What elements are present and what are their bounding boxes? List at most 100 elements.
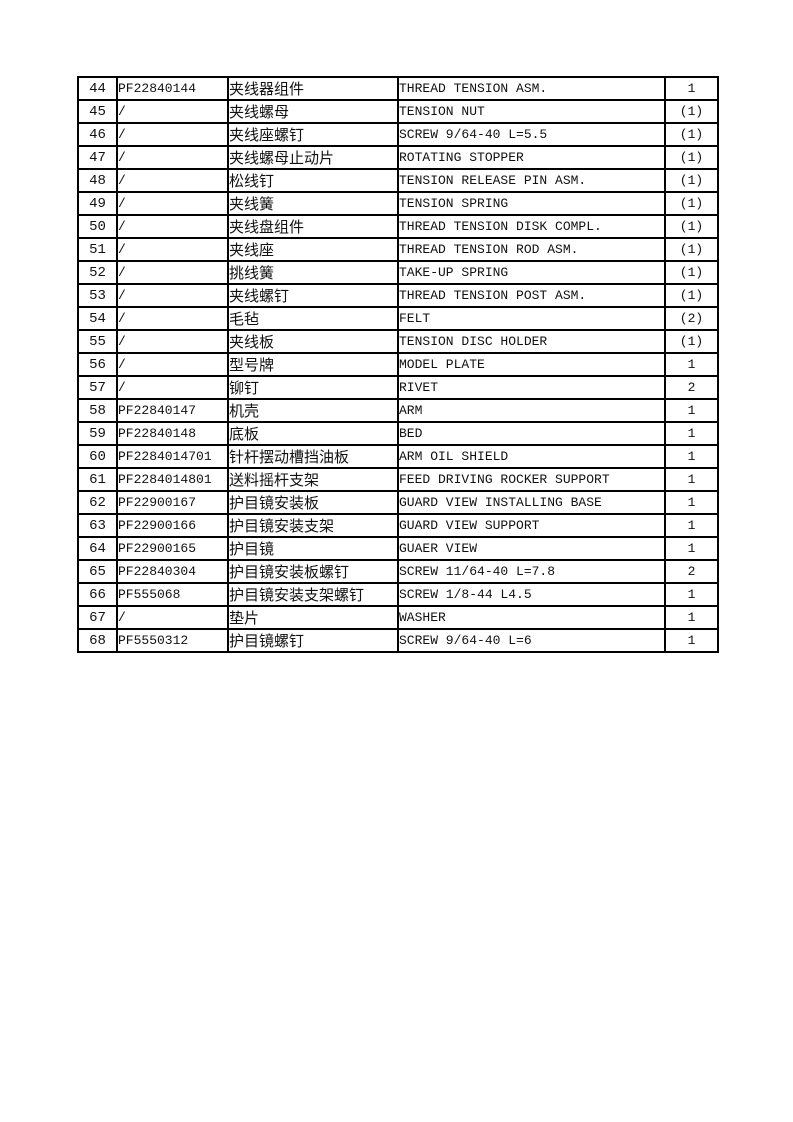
description-en-cell: GUARD VIEW SUPPORT	[397, 513, 666, 538]
quantity-cell: (1)	[664, 260, 719, 285]
description-cn-cell: 垫片	[227, 605, 399, 630]
quantity-cell: (1)	[664, 122, 719, 147]
description-cn-cell: 夹线座螺钉	[227, 122, 399, 147]
table-row: 58 PF22840147 机壳 ARM 1	[77, 398, 719, 423]
quantity-cell: 1	[664, 490, 719, 515]
part-number-cell: /	[116, 375, 229, 400]
quantity-cell: 2	[664, 559, 719, 584]
quantity-cell: (1)	[664, 283, 719, 308]
table-row: 62 PF22900167 护目镜安装板 GUARD VIEW INSTALLI…	[77, 490, 719, 515]
row-number-cell: 61	[77, 467, 118, 492]
quantity-cell: (1)	[664, 99, 719, 124]
description-en-cell: FELT	[397, 306, 666, 331]
quantity-cell: (1)	[664, 329, 719, 354]
description-en-cell: THREAD TENSION DISK COMPL.	[397, 214, 666, 239]
part-number-cell: /	[116, 214, 229, 239]
quantity-cell: 1	[664, 628, 719, 653]
table-row: 56 / 型号牌 MODEL PLATE 1	[77, 352, 719, 377]
table-row: 44 PF22840144 夹线器组件 THREAD TENSION ASM. …	[77, 76, 719, 101]
part-number-cell: /	[116, 191, 229, 216]
description-en-cell: ROTATING STOPPER	[397, 145, 666, 170]
description-cn-cell: 护目镜安装支架	[227, 513, 399, 538]
description-en-cell: TAKE-UP SPRING	[397, 260, 666, 285]
row-number-cell: 48	[77, 168, 118, 193]
quantity-cell: (1)	[664, 214, 719, 239]
row-number-cell: 54	[77, 306, 118, 331]
quantity-cell: (1)	[664, 237, 719, 262]
quantity-cell: 1	[664, 605, 719, 630]
table-row: 63 PF22900166 护目镜安装支架 GUARD VIEW SUPPORT…	[77, 513, 719, 538]
row-number-cell: 66	[77, 582, 118, 607]
quantity-cell: 1	[664, 467, 719, 492]
table-row: 48 / 松线钉 TENSION RELEASE PIN ASM. (1)	[77, 168, 719, 193]
row-number-cell: 59	[77, 421, 118, 446]
row-number-cell: 64	[77, 536, 118, 561]
table-row: 67 / 垫片 WASHER 1	[77, 605, 719, 630]
quantity-cell: 1	[664, 513, 719, 538]
row-number-cell: 50	[77, 214, 118, 239]
description-en-cell: GUAER VIEW	[397, 536, 666, 561]
row-number-cell: 58	[77, 398, 118, 423]
description-cn-cell: 夹线螺母止动片	[227, 145, 399, 170]
part-number-cell: /	[116, 329, 229, 354]
description-en-cell: SCREW 1/8-44 L4.5	[397, 582, 666, 607]
description-en-cell: TENSION NUT	[397, 99, 666, 124]
part-number-cell: /	[116, 145, 229, 170]
description-cn-cell: 铆钉	[227, 375, 399, 400]
table-row: 49 / 夹线簧 TENSION SPRING (1)	[77, 191, 719, 216]
row-number-cell: 45	[77, 99, 118, 124]
table-row: 60 PF2284014701 针杆摆动槽挡油板 ARM OIL SHIELD …	[77, 444, 719, 469]
description-cn-cell: 送料摇杆支架	[227, 467, 399, 492]
description-cn-cell: 底板	[227, 421, 399, 446]
part-number-cell: PF22900165	[116, 536, 229, 561]
description-cn-cell: 护目镜安装板	[227, 490, 399, 515]
description-en-cell: TENSION DISC HOLDER	[397, 329, 666, 354]
description-en-cell: THREAD TENSION POST ASM.	[397, 283, 666, 308]
part-number-cell: PF22840148	[116, 421, 229, 446]
row-number-cell: 52	[77, 260, 118, 285]
quantity-cell: (1)	[664, 191, 719, 216]
table-row: 53 / 夹线螺钉 THREAD TENSION POST ASM. (1)	[77, 283, 719, 308]
description-en-cell: WASHER	[397, 605, 666, 630]
row-number-cell: 44	[77, 76, 118, 101]
part-number-cell: /	[116, 260, 229, 285]
description-cn-cell: 夹线器组件	[227, 76, 399, 101]
part-number-cell: PF22840147	[116, 398, 229, 423]
description-en-cell: GUARD VIEW INSTALLING BASE	[397, 490, 666, 515]
description-cn-cell: 护目镜安装板螺钉	[227, 559, 399, 584]
description-en-cell: ARM OIL SHIELD	[397, 444, 666, 469]
parts-table: 44 PF22840144 夹线器组件 THREAD TENSION ASM. …	[77, 76, 719, 653]
table-row: 47 / 夹线螺母止动片 ROTATING STOPPER (1)	[77, 145, 719, 170]
table-row: 51 / 夹线座 THREAD TENSION ROD ASM. (1)	[77, 237, 719, 262]
description-en-cell: MODEL PLATE	[397, 352, 666, 377]
part-number-cell: PF555068	[116, 582, 229, 607]
description-en-cell: SCREW 9/64-40 L=5.5	[397, 122, 666, 147]
quantity-cell: 1	[664, 352, 719, 377]
part-number-cell: /	[116, 99, 229, 124]
table-row: 65 PF22840304 护目镜安装板螺钉 SCREW 11/64-40 L=…	[77, 559, 719, 584]
part-number-cell: /	[116, 168, 229, 193]
row-number-cell: 53	[77, 283, 118, 308]
description-cn-cell: 夹线板	[227, 329, 399, 354]
table-row: 59 PF22840148 底板 BED 1	[77, 421, 719, 446]
part-number-cell: /	[116, 283, 229, 308]
quantity-cell: (1)	[664, 145, 719, 170]
description-en-cell: THREAD TENSION ROD ASM.	[397, 237, 666, 262]
description-cn-cell: 型号牌	[227, 352, 399, 377]
description-cn-cell: 毛毡	[227, 306, 399, 331]
part-number-cell: /	[116, 122, 229, 147]
description-cn-cell: 夹线簧	[227, 191, 399, 216]
row-number-cell: 51	[77, 237, 118, 262]
part-number-cell: /	[116, 306, 229, 331]
part-number-cell: PF22840304	[116, 559, 229, 584]
description-en-cell: ARM	[397, 398, 666, 423]
description-en-cell: SCREW 9/64-40 L=6	[397, 628, 666, 653]
table-row: 61 PF2284014801 送料摇杆支架 FEED DRIVING ROCK…	[77, 467, 719, 492]
quantity-cell: 1	[664, 421, 719, 446]
part-number-cell: PF2284014701	[116, 444, 229, 469]
row-number-cell: 57	[77, 375, 118, 400]
part-number-cell: /	[116, 352, 229, 377]
description-cn-cell: 挑线簧	[227, 260, 399, 285]
quantity-cell: 1	[664, 444, 719, 469]
